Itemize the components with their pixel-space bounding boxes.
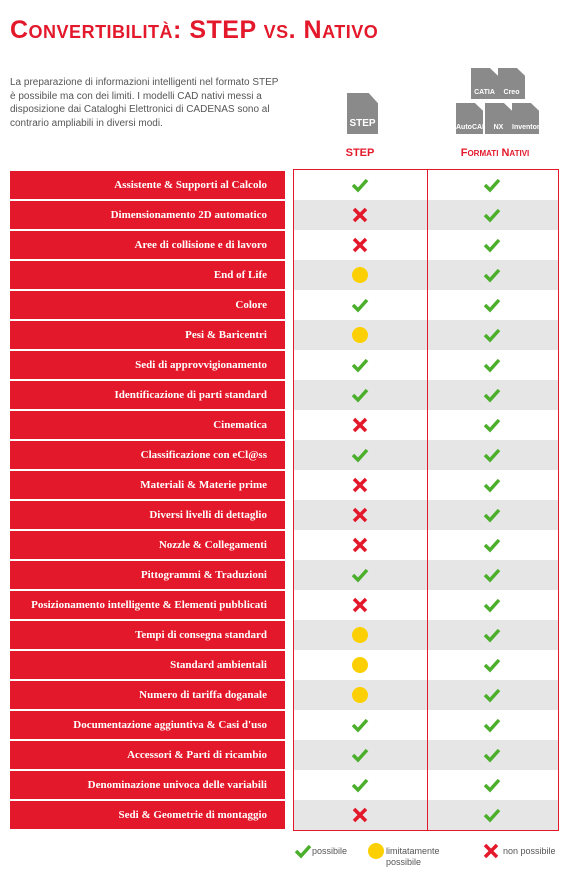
check-icon xyxy=(483,778,501,793)
partial-icon xyxy=(352,267,368,283)
check-icon xyxy=(483,568,501,583)
check-icon xyxy=(483,448,501,463)
row-label: Cinematica xyxy=(10,411,285,439)
check-icon xyxy=(294,844,312,859)
cross-icon xyxy=(352,507,368,523)
cross-icon xyxy=(352,807,368,823)
check-icon xyxy=(483,658,501,673)
row-label: Sedi & Geometrie di montaggio xyxy=(10,801,285,829)
row-label: End of Life xyxy=(10,261,285,289)
row-shade xyxy=(294,560,558,590)
check-icon xyxy=(483,358,501,373)
check-icon xyxy=(351,178,369,193)
native-file-icon: Inventor xyxy=(512,103,539,134)
row-shade xyxy=(294,200,558,230)
check-icon xyxy=(483,208,501,223)
check-icon xyxy=(351,778,369,793)
check-icon xyxy=(351,748,369,763)
check-icon xyxy=(483,808,501,823)
check-icon xyxy=(483,688,501,703)
native-file-icon: AutoCAD xyxy=(456,103,483,134)
row-label: Standard ambientali xyxy=(10,651,285,679)
native-file-icon: NX xyxy=(485,103,512,134)
row-label: Nozzle & Collegamenti xyxy=(10,531,285,559)
check-icon xyxy=(483,238,501,253)
cross-icon xyxy=(352,237,368,253)
check-icon xyxy=(483,628,501,643)
row-shade xyxy=(294,440,558,470)
title: Convertibilità: STEP vs. Nativo xyxy=(10,16,379,44)
check-icon xyxy=(483,268,501,283)
row-shade xyxy=(294,740,558,770)
native-file-icon: CATIA xyxy=(471,68,498,99)
check-icon xyxy=(483,388,501,403)
row-label: Materiali & Materie prime xyxy=(10,471,285,499)
cross-icon xyxy=(352,537,368,553)
check-icon xyxy=(351,358,369,373)
check-icon xyxy=(483,478,501,493)
intro: La preparazione di informazioni intellig… xyxy=(10,76,278,130)
row-label: Aree di collisione e di lavoro xyxy=(10,231,285,259)
row-label: Identificazione di parti standard xyxy=(10,381,285,409)
check-icon xyxy=(351,568,369,583)
row-shade xyxy=(294,680,558,710)
step-label: STEP xyxy=(345,147,375,159)
row-label: Posizionamento intelligente & Elementi p… xyxy=(10,591,285,619)
row-label: Documentazione aggiuntiva & Casi d'uso xyxy=(10,711,285,739)
partial-icon xyxy=(352,627,368,643)
check-icon xyxy=(351,298,369,313)
row-shade xyxy=(294,620,558,650)
native-label: Formati Nativi xyxy=(460,147,530,159)
cross-icon xyxy=(352,597,368,613)
legend-label: limitatamente possibile xyxy=(386,846,440,867)
row-label: Tempi di consegna standard xyxy=(10,621,285,649)
partial-icon xyxy=(352,687,368,703)
intro-line: è possibile ma con dei limiti. I modelli… xyxy=(10,90,262,102)
check-icon xyxy=(351,448,369,463)
row-label: Diversi livelli di dettaglio xyxy=(10,501,285,529)
legend-label: non possibile xyxy=(503,846,556,856)
row-label: Numero di tariffa doganale xyxy=(10,681,285,709)
row-label: Colore xyxy=(10,291,285,319)
check-icon xyxy=(483,508,501,523)
check-icon xyxy=(483,418,501,433)
row-label: Classificazione con eCl@ss xyxy=(10,441,285,469)
check-icon xyxy=(351,718,369,733)
check-icon xyxy=(483,598,501,613)
row-label: Accessori & Parti di ricambio xyxy=(10,741,285,769)
row-label: Pesi & Baricentri xyxy=(10,321,285,349)
check-icon xyxy=(483,298,501,313)
check-icon xyxy=(483,718,501,733)
column-divider xyxy=(427,169,428,831)
partial-icon xyxy=(368,843,384,859)
cross-icon xyxy=(352,417,368,433)
check-icon xyxy=(483,178,501,193)
row-shade xyxy=(294,500,558,530)
cross-icon xyxy=(352,477,368,493)
row-label: Denominazione univoca delle variabili xyxy=(10,771,285,799)
check-icon xyxy=(483,538,501,553)
legend-label: possibile xyxy=(312,846,348,856)
row-label: Pittogrammi & Traduzioni xyxy=(10,561,285,589)
row-shade xyxy=(294,380,558,410)
row-shade xyxy=(294,320,558,350)
check-icon xyxy=(351,388,369,403)
check-icon xyxy=(483,748,501,763)
row-label: Dimensionamento 2D automatico xyxy=(10,201,285,229)
intro-line: disposizione dai Cataloghi Elettronici d… xyxy=(10,104,270,115)
native-file-icon: Creo xyxy=(498,68,525,99)
cross-icon xyxy=(483,843,499,859)
intro-line: La preparazione di informazioni intellig… xyxy=(10,77,279,88)
row-label: Sedi di approvvigionamento xyxy=(10,351,285,379)
cross-icon xyxy=(352,207,368,223)
partial-icon xyxy=(352,327,368,343)
row-shade xyxy=(294,260,558,290)
row-shade xyxy=(294,800,558,830)
intro-line: contrario ampliabili in diversi modi. xyxy=(10,117,163,129)
check-icon xyxy=(483,328,501,343)
step-file-icon: STEP xyxy=(347,93,378,134)
row-label: Assistente & Supporti al Calcolo xyxy=(10,171,285,199)
partial-icon xyxy=(352,657,368,673)
